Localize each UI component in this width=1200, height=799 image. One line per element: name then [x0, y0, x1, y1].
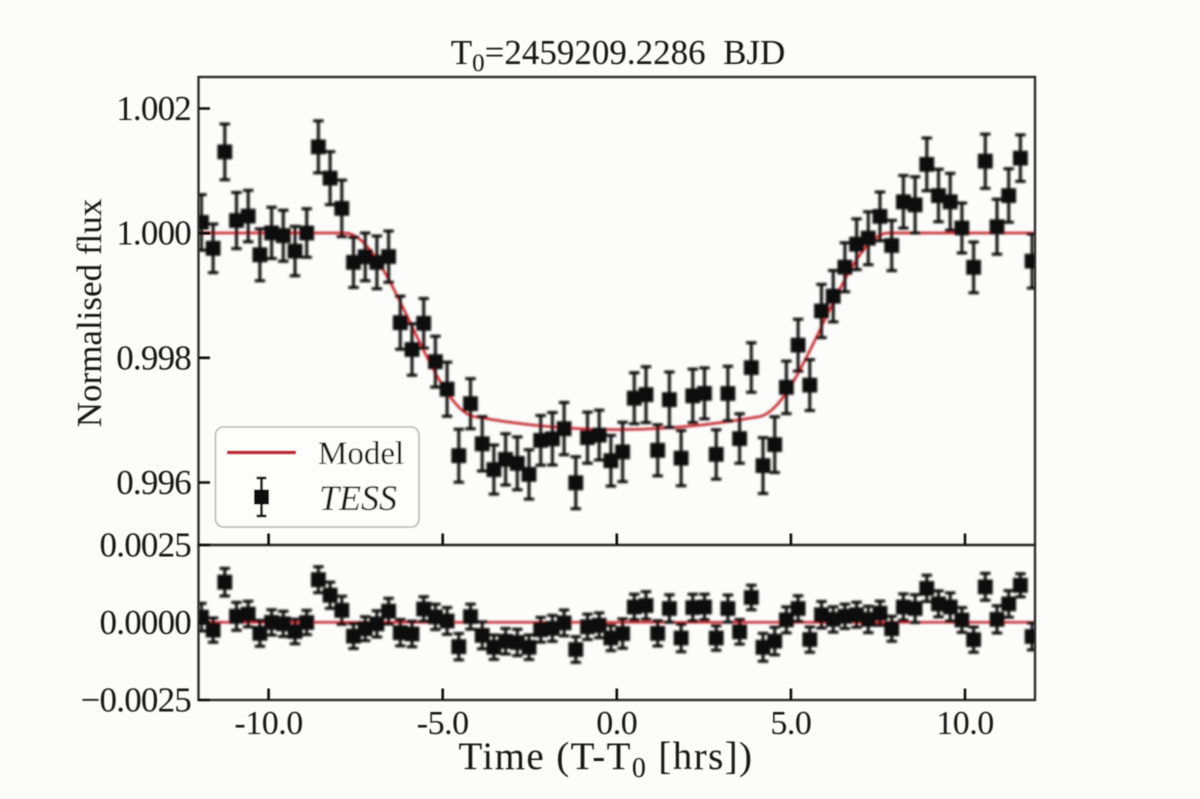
svg-text:-10.0: -10.0	[234, 705, 302, 742]
svg-text:−0.0025: −0.0025	[81, 681, 192, 720]
svg-text:0.996: 0.996	[116, 463, 191, 502]
svg-text:TESS: TESS	[319, 478, 397, 518]
svg-text:0.0000: 0.0000	[100, 603, 192, 642]
svg-text:10.0: 10.0	[936, 705, 994, 742]
svg-text:1.000: 1.000	[116, 214, 191, 253]
svg-text:0.998: 0.998	[116, 338, 191, 377]
svg-text:0.0025: 0.0025	[100, 526, 192, 565]
svg-text:Model: Model	[318, 436, 404, 472]
svg-text:Normalised flux: Normalised flux	[70, 198, 109, 427]
svg-text:-5.0: -5.0	[417, 705, 469, 742]
svg-text:1.002: 1.002	[116, 89, 191, 128]
svg-text:0.0: 0.0	[596, 705, 637, 742]
svg-text:T0=2459209.2286 BJD: T0=2459209.2286 BJD	[451, 33, 786, 77]
svg-text:Time (T-T0 [hrs]): Time (T-T0 [hrs])	[459, 735, 754, 784]
svg-text:5.0: 5.0	[770, 705, 811, 742]
